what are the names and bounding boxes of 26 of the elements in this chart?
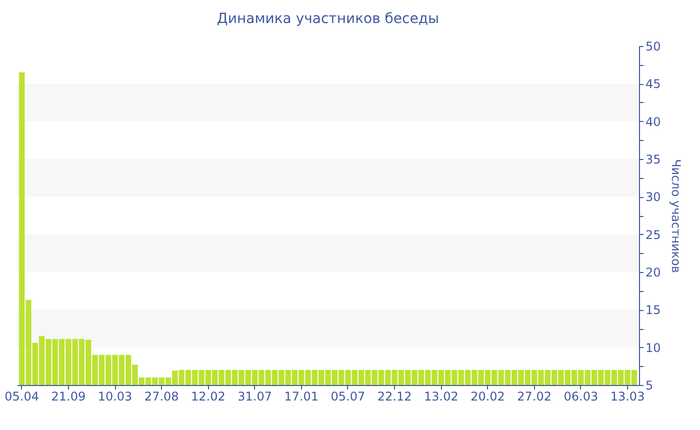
x-tick-label: 20.02 [470,390,505,404]
y-tick-label: 50 [646,40,661,54]
y-tick-label: 45 [646,77,661,92]
x-tick-label: 22.12 [377,390,412,404]
y-axis-title: Число участников [668,159,683,273]
x-tick-label: 10.03 [98,390,132,404]
y-tick-label: 30 [646,190,661,204]
x-tick-label: 06.03 [564,390,598,404]
x-tick-label: 27.08 [144,390,179,404]
y-tick-label: 40 [646,114,661,129]
x-tick-label: 13.03 [610,390,645,404]
chart-title: Динамика участников беседы [216,11,440,27]
x-tick-label: 05.04 [4,390,40,404]
y-tick-label: 25 [646,228,661,242]
x-tick-label: 27.02 [517,390,552,404]
y-tick-label: 5 [646,378,654,392]
x-tick-label: 17.01 [284,390,319,404]
y-tick-label: 20 [646,266,661,280]
y-tick-label: 10 [646,340,661,355]
x-tick-label: 12.02 [191,390,226,404]
x-tick-label: 13.02 [424,390,458,404]
x-tick-label: 05.07 [330,390,366,404]
x-tick-label: 31.07 [238,390,272,404]
x-tick-label: 21.09 [51,390,86,404]
y-tick-label: 35 [646,152,661,166]
y-tick-label: 15 [646,303,661,318]
